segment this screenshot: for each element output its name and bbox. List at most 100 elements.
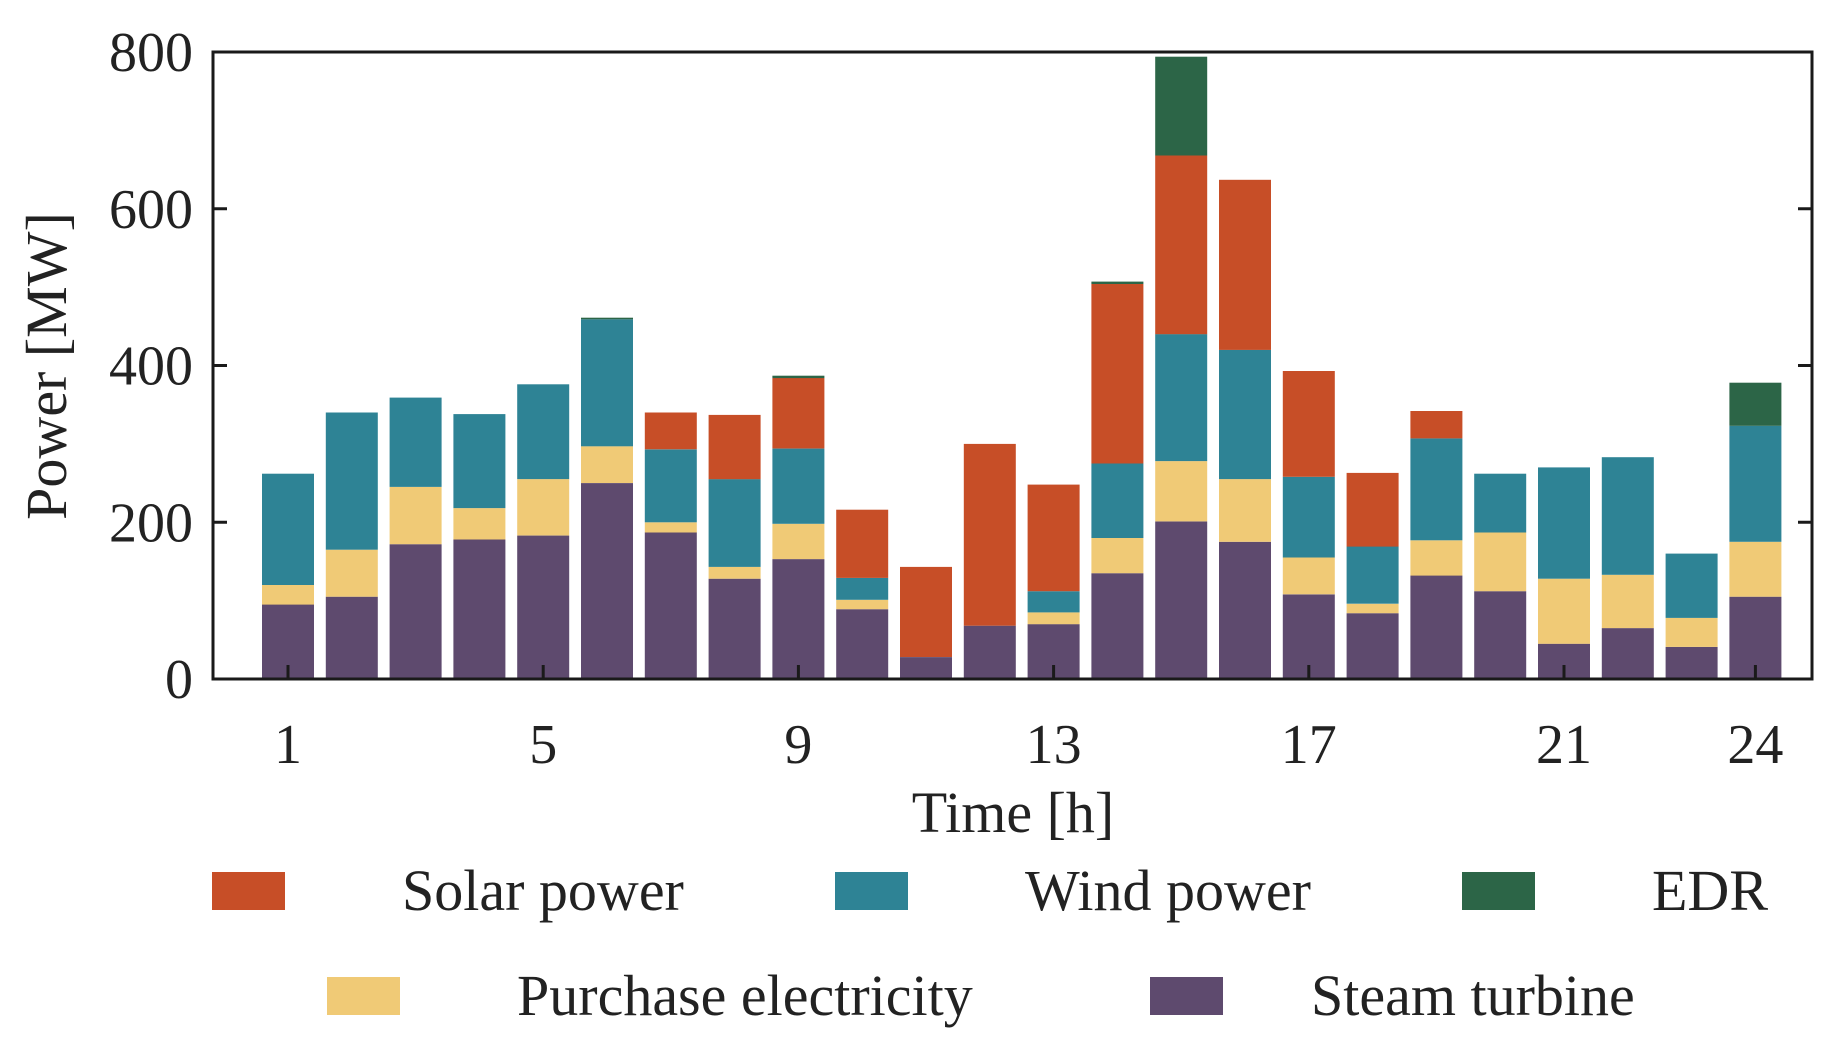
bar-purchase-electricity-h20 bbox=[1474, 532, 1527, 592]
bar-wind-power-h4 bbox=[453, 414, 506, 509]
bar-steam-turbine-h7 bbox=[644, 532, 697, 679]
bar-wind-power-h18 bbox=[1346, 546, 1399, 604]
bar-edr-h9 bbox=[772, 375, 825, 379]
bar-steam-turbine-h10 bbox=[836, 609, 889, 679]
bar-purchase-electricity-h13 bbox=[1027, 612, 1080, 625]
legend-swatch-edr bbox=[1462, 872, 1535, 910]
legend-swatch-purchase-electricity bbox=[327, 977, 400, 1015]
bar-steam-turbine-h15 bbox=[1155, 521, 1208, 679]
bars-layer bbox=[262, 56, 1782, 679]
bar-wind-power-h17 bbox=[1282, 476, 1335, 558]
y-tick-label-600: 600 bbox=[109, 179, 193, 241]
bar-wind-power-h8 bbox=[708, 479, 761, 567]
bar-edr-h24 bbox=[1729, 382, 1782, 426]
bar-solar-power-h14 bbox=[1091, 284, 1144, 464]
bar-steam-turbine-h4 bbox=[453, 539, 506, 679]
bar-purchase-electricity-h10 bbox=[836, 599, 889, 610]
bar-steam-turbine-h17 bbox=[1282, 594, 1335, 679]
bar-wind-power-h10 bbox=[836, 577, 889, 600]
bar-wind-power-h24 bbox=[1729, 425, 1782, 542]
bar-steam-turbine-h11 bbox=[900, 657, 952, 679]
legend-label-steam-turbine: Steam turbine bbox=[1311, 963, 1635, 1028]
bar-steam-turbine-h19 bbox=[1410, 575, 1463, 679]
bar-steam-turbine-h22 bbox=[1601, 628, 1654, 679]
bar-wind-power-h3 bbox=[389, 397, 442, 487]
x-tick-label-21: 21 bbox=[1536, 714, 1592, 776]
legend-swatch-solar-power bbox=[212, 872, 285, 910]
bar-purchase-electricity-h7 bbox=[644, 522, 697, 533]
bar-purchase-electricity-h9 bbox=[772, 523, 825, 560]
bar-purchase-electricity-h24 bbox=[1729, 541, 1782, 597]
legend-label-purchase-electricity: Purchase electricity bbox=[517, 963, 973, 1028]
y-tick-label-400: 400 bbox=[109, 336, 193, 398]
bar-wind-power-h16 bbox=[1219, 349, 1271, 480]
legend-label-edr: EDR bbox=[1652, 858, 1768, 923]
bar-steam-turbine-h18 bbox=[1346, 613, 1399, 679]
bar-wind-power-h20 bbox=[1474, 473, 1527, 533]
x-tick-label-1: 1 bbox=[274, 714, 302, 776]
x-tick-label-17: 17 bbox=[1281, 714, 1337, 776]
bar-purchase-electricity-h18 bbox=[1346, 603, 1399, 614]
bar-solar-power-h11 bbox=[900, 566, 952, 657]
bar-edr-h14 bbox=[1091, 281, 1144, 284]
bar-purchase-electricity-h15 bbox=[1155, 461, 1208, 522]
bar-solar-power-h15 bbox=[1155, 155, 1208, 335]
y-tick-label-0: 0 bbox=[165, 649, 193, 711]
legend-label-solar-power: Solar power bbox=[402, 858, 684, 923]
bar-steam-turbine-h6 bbox=[581, 483, 633, 679]
bar-steam-turbine-h20 bbox=[1474, 591, 1527, 679]
bar-wind-power-h1 bbox=[262, 473, 314, 585]
bar-solar-power-h19 bbox=[1410, 411, 1463, 439]
bar-purchase-electricity-h4 bbox=[453, 508, 506, 540]
bar-purchase-electricity-h8 bbox=[708, 566, 761, 579]
bar-wind-power-h21 bbox=[1538, 467, 1590, 579]
bar-solar-power-h7 bbox=[644, 412, 697, 450]
bar-purchase-electricity-h6 bbox=[581, 446, 633, 483]
bar-purchase-electricity-h17 bbox=[1282, 557, 1335, 595]
legend-label-wind-power: Wind power bbox=[1025, 858, 1311, 923]
bar-steam-turbine-h14 bbox=[1091, 573, 1144, 679]
y-axis-label: Power [MW] bbox=[14, 212, 79, 520]
bar-wind-power-h6 bbox=[581, 319, 633, 447]
bar-edr-h15 bbox=[1155, 56, 1208, 156]
bar-wind-power-h7 bbox=[644, 449, 697, 523]
y-tick-label-200: 200 bbox=[109, 492, 193, 554]
bar-steam-turbine-h12 bbox=[963, 625, 1016, 679]
bar-solar-power-h18 bbox=[1346, 472, 1399, 547]
x-tick-label-24: 24 bbox=[1727, 714, 1783, 776]
ticks-layer: 0 200 400 600 800 1 5 9 13 17 21 24 bbox=[109, 22, 1812, 776]
bar-steam-turbine-h16 bbox=[1219, 541, 1271, 679]
bar-steam-turbine-h8 bbox=[708, 578, 761, 679]
bar-solar-power-h16 bbox=[1219, 179, 1271, 350]
x-tick-label-13: 13 bbox=[1026, 714, 1082, 776]
bar-solar-power-h8 bbox=[708, 414, 761, 480]
x-tick-label-5: 5 bbox=[529, 714, 557, 776]
bar-purchase-electricity-h16 bbox=[1219, 479, 1271, 542]
bar-steam-turbine-h23 bbox=[1665, 646, 1718, 679]
bar-purchase-electricity-h5 bbox=[517, 479, 570, 536]
bar-wind-power-h5 bbox=[517, 384, 570, 480]
bar-wind-power-h19 bbox=[1410, 438, 1463, 541]
bar-purchase-electricity-h21 bbox=[1538, 578, 1590, 644]
legend: Solar power Wind power EDR Purchase electri… bbox=[212, 858, 1768, 1028]
bar-solar-power-h13 bbox=[1027, 484, 1080, 592]
bar-solar-power-h9 bbox=[772, 378, 825, 449]
bar-purchase-electricity-h19 bbox=[1410, 540, 1463, 576]
bar-wind-power-h2 bbox=[325, 412, 378, 550]
bar-wind-power-h9 bbox=[772, 448, 825, 524]
bar-solar-power-h17 bbox=[1282, 371, 1335, 477]
bar-wind-power-h15 bbox=[1155, 334, 1208, 462]
bar-steam-turbine-h9 bbox=[772, 559, 825, 679]
bar-solar-power-h10 bbox=[836, 509, 889, 578]
bar-purchase-electricity-h22 bbox=[1601, 574, 1654, 629]
bar-edr-h6 bbox=[581, 317, 633, 320]
legend-swatch-steam-turbine bbox=[1150, 977, 1223, 1015]
bar-purchase-electricity-h23 bbox=[1665, 617, 1718, 647]
bar-steam-turbine-h3 bbox=[389, 544, 442, 679]
bar-purchase-electricity-h3 bbox=[389, 487, 442, 545]
bar-purchase-electricity-h2 bbox=[325, 549, 378, 597]
bar-solar-power-h12 bbox=[963, 443, 1016, 626]
bar-steam-turbine-h5 bbox=[517, 535, 570, 679]
bar-wind-power-h22 bbox=[1601, 457, 1654, 575]
